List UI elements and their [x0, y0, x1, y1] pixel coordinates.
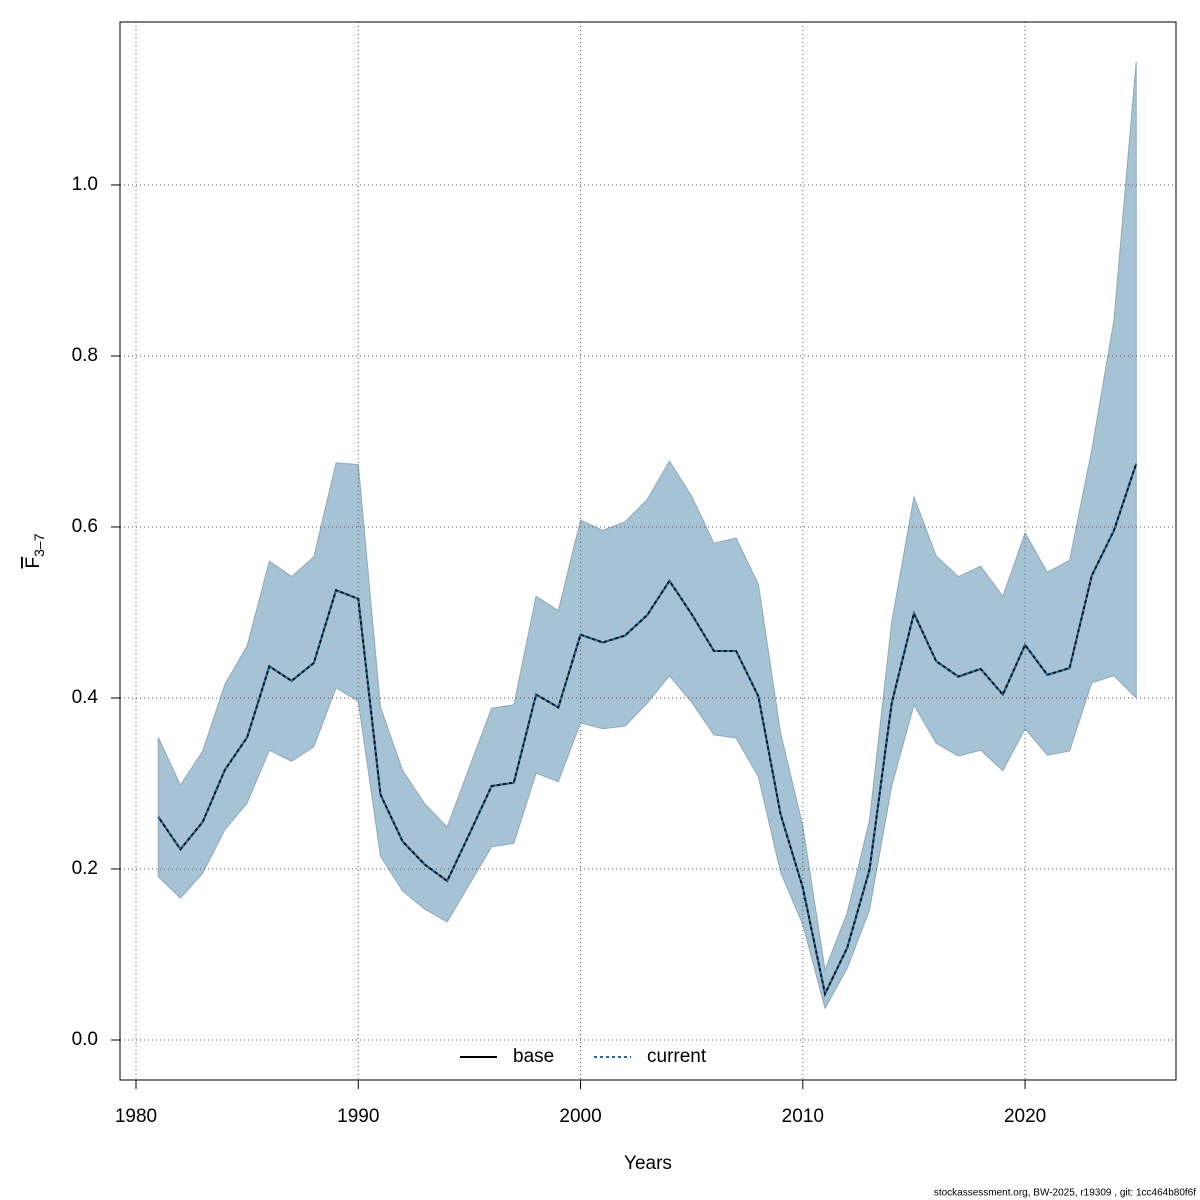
y-axis-label: F3–7 [23, 533, 47, 568]
y-tick-label: 1.0 [72, 174, 98, 195]
y-tick-label: 0.0 [72, 1029, 98, 1050]
x-tick-label: 2020 [1004, 1106, 1046, 1127]
x-tick-label: 1990 [337, 1106, 379, 1127]
x-tick-label: 2000 [559, 1106, 601, 1127]
footer: stockassessment.org, BW-2025, r19309 , g… [934, 1188, 1196, 1199]
y-axis-label-main: F [23, 557, 44, 569]
x-tick-label: 1980 [115, 1106, 157, 1127]
y-tick-label: 0.4 [72, 687, 99, 708]
legend-label: base [513, 1046, 554, 1067]
y-axis-label-sub: 3–7 [31, 533, 47, 557]
plot-frame [119, 21, 1177, 1081]
series-line [157, 463, 1138, 997]
legend-label: current [647, 1046, 707, 1067]
y-tick-label: 0.6 [72, 516, 98, 537]
x-tick-label: 2010 [782, 1106, 824, 1127]
y-tick-label: 0.2 [72, 858, 98, 879]
y-tick-label: 0.8 [72, 345, 98, 366]
x-axis-label: Years [624, 1153, 672, 1174]
